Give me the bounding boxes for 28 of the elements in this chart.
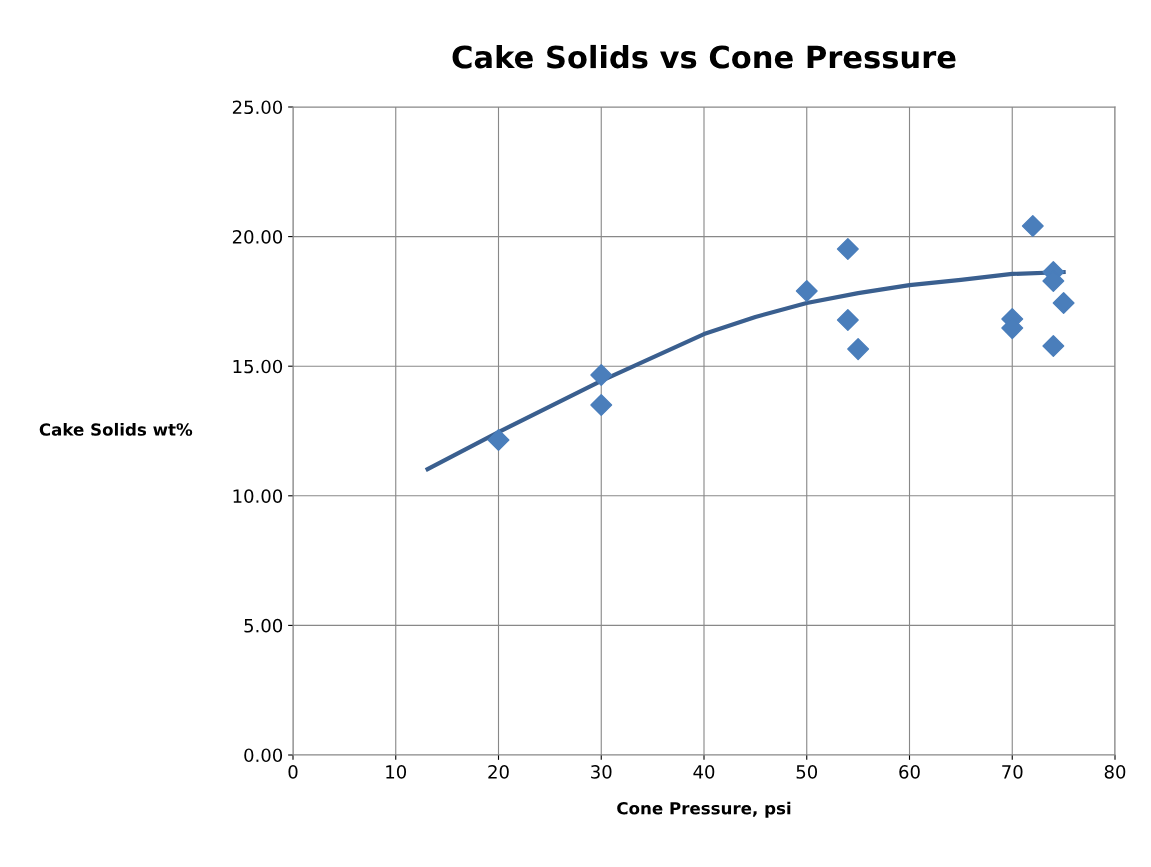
x-tick-label: 30 <box>591 765 612 779</box>
point <box>1042 334 1065 357</box>
chart-title: Cake Solids vs Cone Pressure <box>452 44 956 69</box>
x-tick-label: 70 <box>1002 765 1023 779</box>
x-axis-title: Cone Pressure, psi <box>617 801 791 818</box>
x-tick-label: 0 <box>288 765 298 779</box>
y-tick-label: 20.00 <box>232 230 283 244</box>
x-tick-label: 40 <box>693 765 715 779</box>
y-tick-label: 5.00 <box>244 618 283 633</box>
point <box>590 394 613 417</box>
y-tick-label: 10.00 <box>233 489 283 503</box>
y-axis-title: Cake Solids wt% <box>39 422 193 436</box>
x-tick-label: 60 <box>899 765 920 779</box>
x-tick-label: 20 <box>488 765 509 779</box>
x-tick-label: 10 <box>386 765 407 779</box>
point <box>836 238 859 261</box>
point <box>795 280 818 303</box>
y-tick-label: 15.00 <box>233 359 283 374</box>
x-tick-label: 50 <box>796 765 818 779</box>
point <box>847 338 870 361</box>
point <box>1021 214 1044 237</box>
y-tick-label: 0.00 <box>244 748 283 763</box>
point <box>836 309 859 332</box>
point <box>590 364 613 387</box>
x-tick-label: 80 <box>1104 765 1126 779</box>
y-tick-label: 25.00 <box>232 100 283 115</box>
point <box>1052 291 1075 314</box>
point <box>487 429 510 452</box>
